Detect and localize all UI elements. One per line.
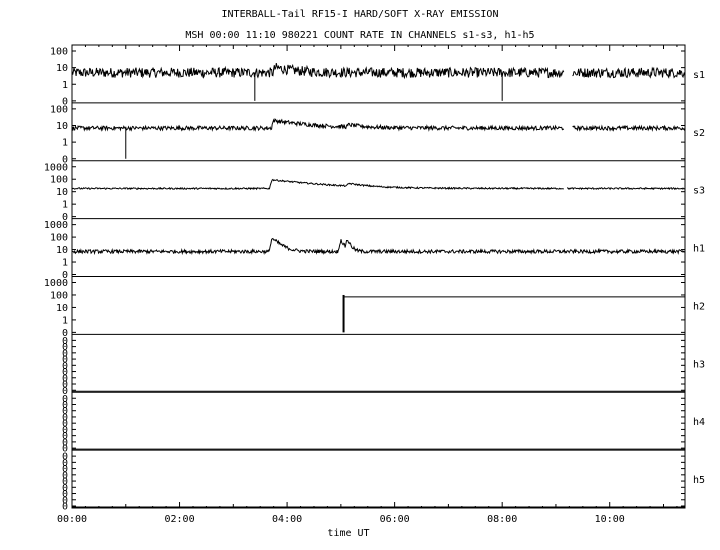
- y-tick-label: 0: [62, 483, 68, 494]
- y-tick-label: 0: [62, 373, 68, 384]
- y-tick-label: 10: [56, 187, 68, 198]
- y-tick-label: 1000: [44, 220, 68, 231]
- y-tick-label: 1: [62, 80, 68, 91]
- y-tick-label: 1: [62, 138, 68, 149]
- y-tick-label: 10: [56, 245, 68, 256]
- y-tick-label: 0: [62, 394, 68, 405]
- y-tick-label: 0: [62, 96, 68, 107]
- y-tick-label: 0: [62, 355, 68, 366]
- y-tick-label: 0: [62, 212, 68, 223]
- y-tick-label: 0: [62, 495, 68, 506]
- y-tick-label: 0: [62, 328, 68, 339]
- channel-label-s2: s2: [693, 128, 705, 139]
- y-tick-label: 0: [62, 458, 68, 469]
- channel-label-h3: h3: [693, 359, 705, 370]
- y-tick-label: 0: [62, 380, 68, 391]
- y-tick-label: 10: [56, 303, 68, 314]
- y-tick-label: 0: [62, 419, 68, 430]
- y-tick-label: 0: [62, 502, 68, 513]
- x-tick-label: 10:00: [595, 514, 625, 525]
- y-tick-label: 0: [62, 348, 68, 359]
- y-tick-label: 0: [62, 452, 68, 463]
- x-tick-label: 00:00: [57, 514, 87, 525]
- y-tick-label: 1: [62, 315, 68, 326]
- y-tick-label: 0: [62, 336, 68, 347]
- y-tick-label: 0: [62, 470, 68, 481]
- y-tick-label: 0: [62, 406, 68, 417]
- y-tick-label: 1: [62, 200, 68, 211]
- chart-title: INTERBALL-Tail RF15-I HARD/SOFT X-RAY EM…: [221, 9, 499, 20]
- y-tick-label: 1: [62, 258, 68, 269]
- channel-label-s1: s1: [693, 70, 705, 81]
- y-tick-label: 10: [56, 63, 68, 74]
- y-tick-label: 0: [62, 431, 68, 442]
- y-tick-label: 0: [62, 425, 68, 436]
- channel-label-h1: h1: [693, 244, 705, 255]
- y-tick-label: 100: [50, 104, 68, 115]
- y-tick-label: 100: [50, 233, 68, 244]
- y-tick-label: 0: [62, 400, 68, 411]
- channel-label-h5: h5: [693, 475, 705, 486]
- series-s1-line: [572, 66, 686, 79]
- series-s2-line: [71, 118, 565, 132]
- y-tick-label: 0: [62, 437, 68, 448]
- x-axis-label: time UT: [327, 528, 369, 539]
- y-tick-label: 0: [62, 386, 68, 397]
- y-tick-label: 0: [62, 489, 68, 500]
- x-tick-label: 04:00: [272, 514, 302, 525]
- x-tick-label: 06:00: [380, 514, 410, 525]
- y-tick-label: 1000: [44, 162, 68, 173]
- series-s2-line: [572, 124, 686, 132]
- y-tick-label: 0: [62, 270, 68, 281]
- y-tick-label: 100: [50, 47, 68, 58]
- y-tick-label: 0: [62, 464, 68, 475]
- y-tick-label: 10: [56, 121, 68, 132]
- y-tick-label: 0: [62, 342, 68, 353]
- series-s3-line: [71, 178, 564, 191]
- chart-subtitle: MSH 00:00 11:10 980221 COUNT RATE IN CHA…: [185, 30, 535, 41]
- series-s3-line: [566, 187, 686, 191]
- x-tick-label: 02:00: [164, 514, 194, 525]
- y-tick-label: 0: [62, 361, 68, 372]
- series-s1-line: [71, 62, 565, 80]
- y-tick-label: 0: [62, 412, 68, 423]
- y-tick-label: 0: [62, 444, 68, 455]
- channel-label-h2: h2: [693, 301, 705, 312]
- y-tick-label: 100: [50, 175, 68, 186]
- y-tick-label: 100: [50, 290, 68, 301]
- series-h1-line: [71, 237, 686, 256]
- channel-label-s3: s3: [693, 186, 705, 197]
- channel-label-h4: h4: [693, 417, 705, 428]
- y-tick-label: 0: [62, 477, 68, 488]
- y-tick-label: 1000: [44, 278, 68, 289]
- y-tick-label: 0: [62, 367, 68, 378]
- y-tick-label: 0: [62, 154, 68, 165]
- x-tick-label: 08:00: [487, 514, 517, 525]
